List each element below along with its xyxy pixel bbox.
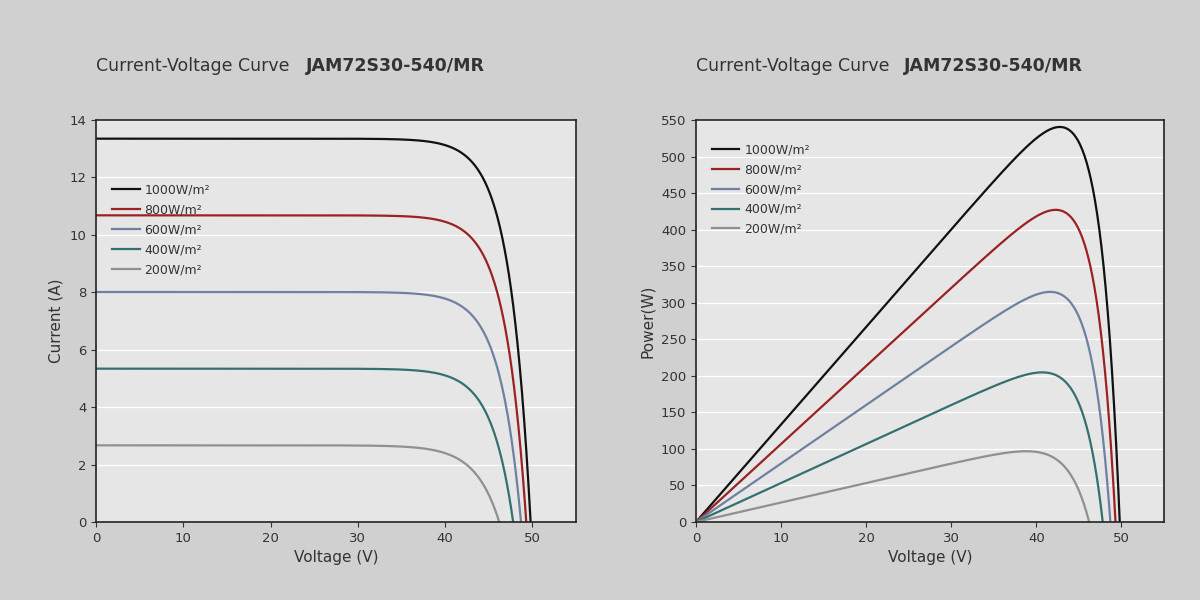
Y-axis label: Current (A): Current (A) bbox=[49, 279, 64, 363]
Text: JAM72S30-540/MR: JAM72S30-540/MR bbox=[904, 57, 1082, 75]
Legend: 1000W/m², 800W/m², 600W/m², 400W/m², 200W/m²: 1000W/m², 800W/m², 600W/m², 400W/m², 200… bbox=[107, 179, 215, 281]
X-axis label: Voltage (V): Voltage (V) bbox=[294, 550, 378, 565]
Y-axis label: Power(W): Power(W) bbox=[641, 284, 655, 358]
Text: Current-Voltage Curve: Current-Voltage Curve bbox=[696, 57, 889, 75]
Text: Current-Voltage Curve: Current-Voltage Curve bbox=[96, 57, 289, 75]
Text: JAM72S30-540/MR: JAM72S30-540/MR bbox=[306, 57, 485, 75]
Legend: 1000W/m², 800W/m², 600W/m², 400W/m², 200W/m²: 1000W/m², 800W/m², 600W/m², 400W/m², 200… bbox=[707, 139, 815, 241]
X-axis label: Voltage (V): Voltage (V) bbox=[888, 550, 972, 565]
